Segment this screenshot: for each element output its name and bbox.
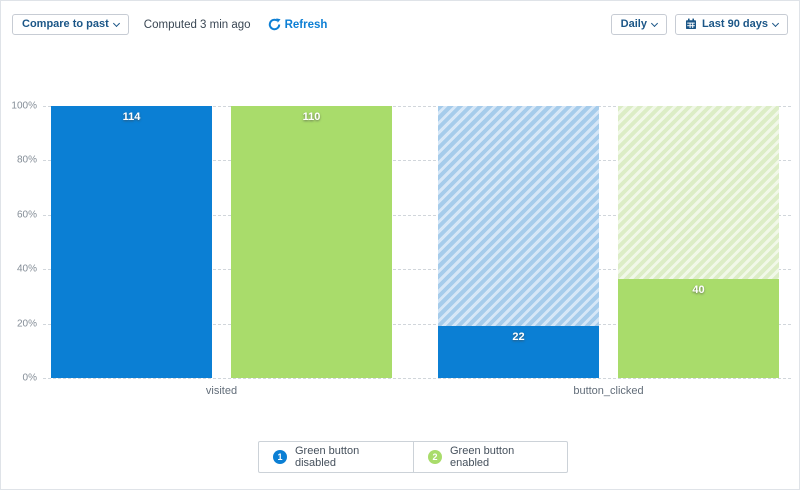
chevron-down-icon — [650, 19, 658, 27]
calendar-icon — [685, 18, 696, 29]
bar-converted-fill — [51, 106, 212, 378]
legend: 1 Green button disabled 2 Green button enab… — [258, 441, 568, 473]
y-axis-tick: 40% — [16, 263, 37, 275]
legend-label: Green button disabled — [295, 445, 360, 469]
computed-status-text: Computed 3 min ago — [143, 18, 251, 31]
bar-value-label: 114 — [122, 111, 141, 123]
bar-button_clicked-series1[interactable]: 22 — [438, 106, 599, 378]
bar-value-label: 110 — [302, 111, 321, 123]
toolbar: Compare to past Computed 3 min ago Refre… — [1, 1, 799, 35]
gridline — [43, 106, 791, 107]
bar-converted-fill — [618, 279, 779, 378]
legend-number-badge: 1 — [273, 450, 287, 464]
date-range-label: Last 90 days — [701, 18, 768, 30]
gridline — [43, 378, 791, 379]
bar-visited-series2[interactable]: 110 — [231, 106, 392, 378]
y-axis-tick: 20% — [16, 318, 37, 330]
chevron-down-icon — [112, 19, 120, 27]
x-axis-label-visited: visited — [205, 385, 238, 397]
gridline — [43, 214, 791, 216]
bar-value-label: 22 — [512, 330, 525, 343]
granularity-dropdown[interactable]: Daily — [610, 14, 667, 35]
bar-converted-fill — [231, 106, 392, 378]
gridline — [43, 323, 791, 325]
gridline — [43, 160, 791, 162]
legend-item-series2[interactable]: 2 Green button enabled — [413, 442, 567, 472]
x-axis-label-button_clicked: button_clicked — [573, 385, 644, 397]
compare-to-past-label: Compare to past — [22, 18, 109, 30]
y-axis: 100% 80% 60% 40% 20% 0% — [1, 101, 37, 384]
granularity-label: Daily — [620, 18, 647, 30]
bar-visited-series1[interactable]: 114 — [51, 106, 212, 378]
bar-value-label: 40 — [692, 283, 705, 296]
refresh-button[interactable]: Refresh — [268, 18, 328, 31]
y-axis-tick: 100% — [11, 100, 37, 112]
gridline — [43, 269, 791, 271]
bar-button_clicked-series2[interactable]: 40 — [618, 106, 779, 378]
plot-area: 114 110 visited 22 40 button_clicked — [43, 106, 791, 397]
chevron-down-icon — [771, 19, 780, 27]
legend-item-series1[interactable]: 1 Green button disabled — [259, 442, 413, 472]
legend-number-badge: 2 — [428, 450, 442, 464]
y-axis-tick: 0% — [22, 372, 37, 384]
bar-converted-fill — [438, 325, 599, 378]
refresh-icon — [268, 18, 281, 31]
y-axis-tick: 80% — [16, 154, 37, 166]
y-axis-tick: 60% — [16, 209, 37, 221]
refresh-label: Refresh — [284, 18, 328, 31]
legend-label: Green button enabled — [450, 445, 515, 469]
compare-to-past-button[interactable]: Compare to past — [12, 14, 129, 35]
date-range-dropdown[interactable]: Last 90 days — [674, 14, 788, 35]
